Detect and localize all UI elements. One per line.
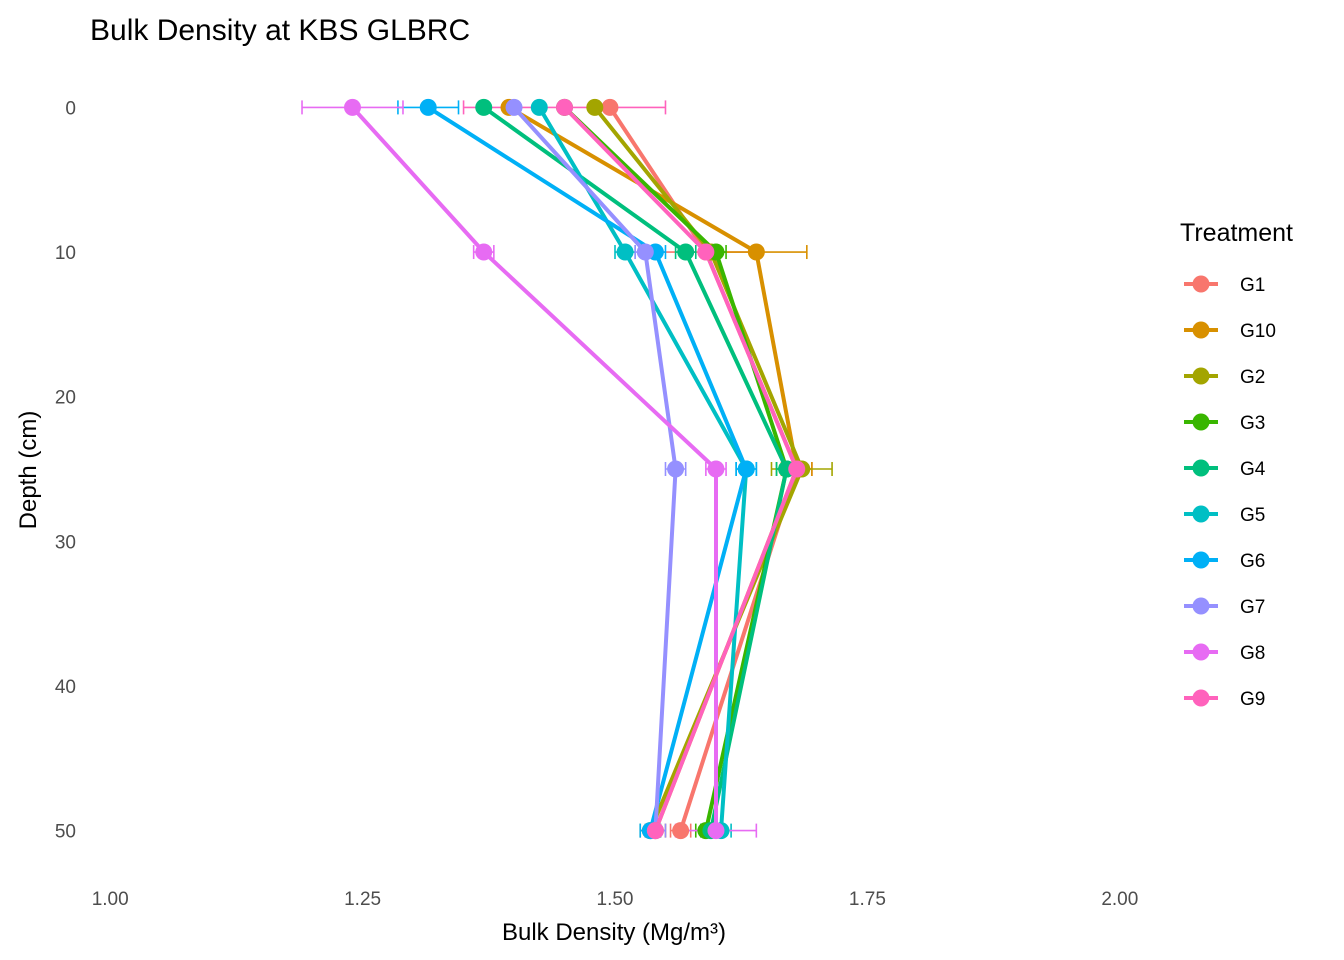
y-tick-label: 50 (55, 822, 76, 843)
y-tick-label: 30 (55, 532, 76, 553)
x-axis-title: Bulk Density (Mg/m³) (502, 919, 726, 946)
data-point-g8 (344, 98, 361, 116)
legend-item-g8: G8 (1184, 643, 1265, 664)
data-point-g9 (697, 243, 715, 261)
y-tick-label: 10 (55, 243, 76, 264)
x-axis-ticks: 1.00 1.25 1.50 1.75 2.00 (92, 889, 1139, 910)
legend: G1 G10 G2 G3 G4 G5 G6 G7 G8 G9 (1184, 275, 1276, 710)
data-point-g7 (636, 243, 654, 261)
y-axis-ticks: 0 10 20 30 40 50 (55, 98, 76, 842)
legend-item-g10: G10 (1184, 321, 1276, 342)
data-point-g9 (788, 460, 806, 478)
legend-key-point (1192, 505, 1210, 523)
legend-label: G10 (1240, 321, 1276, 342)
series-points (344, 98, 811, 840)
y-axis-title: Depth (cm) (15, 411, 42, 530)
legend-label: G3 (1240, 413, 1265, 434)
series-lines (351, 105, 804, 832)
data-point-g4 (475, 98, 493, 116)
legend-item-g4: G4 (1184, 459, 1266, 480)
legend-title: Treatment (1180, 219, 1293, 247)
legend-label: G6 (1240, 551, 1265, 572)
data-point-g1 (672, 822, 690, 840)
legend-item-g6: G6 (1184, 551, 1265, 572)
x-tick-label: 2.00 (1101, 889, 1138, 910)
data-point-g1 (601, 98, 619, 116)
data-point-g8 (475, 243, 493, 261)
legend-label: G7 (1240, 597, 1265, 618)
data-point-g4 (677, 243, 695, 261)
legend-item-g5: G5 (1184, 505, 1265, 526)
data-point-g7 (505, 98, 523, 116)
data-point-g8 (707, 822, 725, 840)
legend-key-point (1192, 459, 1210, 477)
x-tick-label: 1.25 (344, 889, 381, 910)
legend-label: G5 (1240, 505, 1265, 526)
series-line-g4 (482, 105, 789, 832)
plot-area (301, 98, 833, 840)
data-point-g2 (586, 98, 604, 116)
legend-label: G8 (1240, 643, 1265, 664)
legend-item-g3: G3 (1184, 413, 1265, 434)
data-point-g5 (530, 98, 548, 116)
data-point-g9 (646, 822, 664, 840)
legend-label: G4 (1240, 459, 1266, 480)
legend-label: G1 (1240, 275, 1265, 296)
legend-key-point (1192, 643, 1210, 661)
y-tick-label: 20 (55, 388, 76, 409)
x-tick-label: 1.75 (849, 889, 886, 910)
legend-key-point (1192, 551, 1210, 569)
y-tick-label: 40 (55, 677, 76, 698)
x-tick-label: 1.00 (92, 889, 129, 910)
series-line-g6 (427, 105, 749, 832)
data-point-g10 (747, 243, 765, 261)
legend-key-point (1192, 689, 1210, 707)
legend-key-point (1192, 275, 1210, 293)
y-tick-label: 0 (65, 98, 76, 119)
legend-key-point (1192, 413, 1210, 431)
legend-item-g2: G2 (1184, 367, 1265, 388)
data-point-g5 (616, 243, 634, 261)
data-point-g6 (737, 460, 755, 478)
legend-item-g9: G9 (1184, 689, 1265, 710)
data-point-g8 (707, 460, 725, 478)
legend-key-point (1192, 321, 1210, 339)
legend-item-g7: G7 (1184, 597, 1265, 618)
series-line-g7 (512, 106, 678, 831)
data-point-g6 (419, 98, 437, 116)
legend-key-point (1192, 597, 1210, 615)
x-tick-label: 1.50 (597, 889, 634, 910)
legend-label: G2 (1240, 367, 1265, 388)
chart-title: Bulk Density at KBS GLBRC (90, 14, 470, 47)
legend-label: G9 (1240, 689, 1265, 710)
series-line-g9 (563, 106, 799, 832)
data-point-g9 (556, 98, 574, 116)
series-line-g8 (351, 106, 718, 831)
data-point-g7 (667, 460, 685, 478)
legend-item-g1: G1 (1184, 275, 1265, 296)
legend-key-point (1192, 367, 1210, 385)
